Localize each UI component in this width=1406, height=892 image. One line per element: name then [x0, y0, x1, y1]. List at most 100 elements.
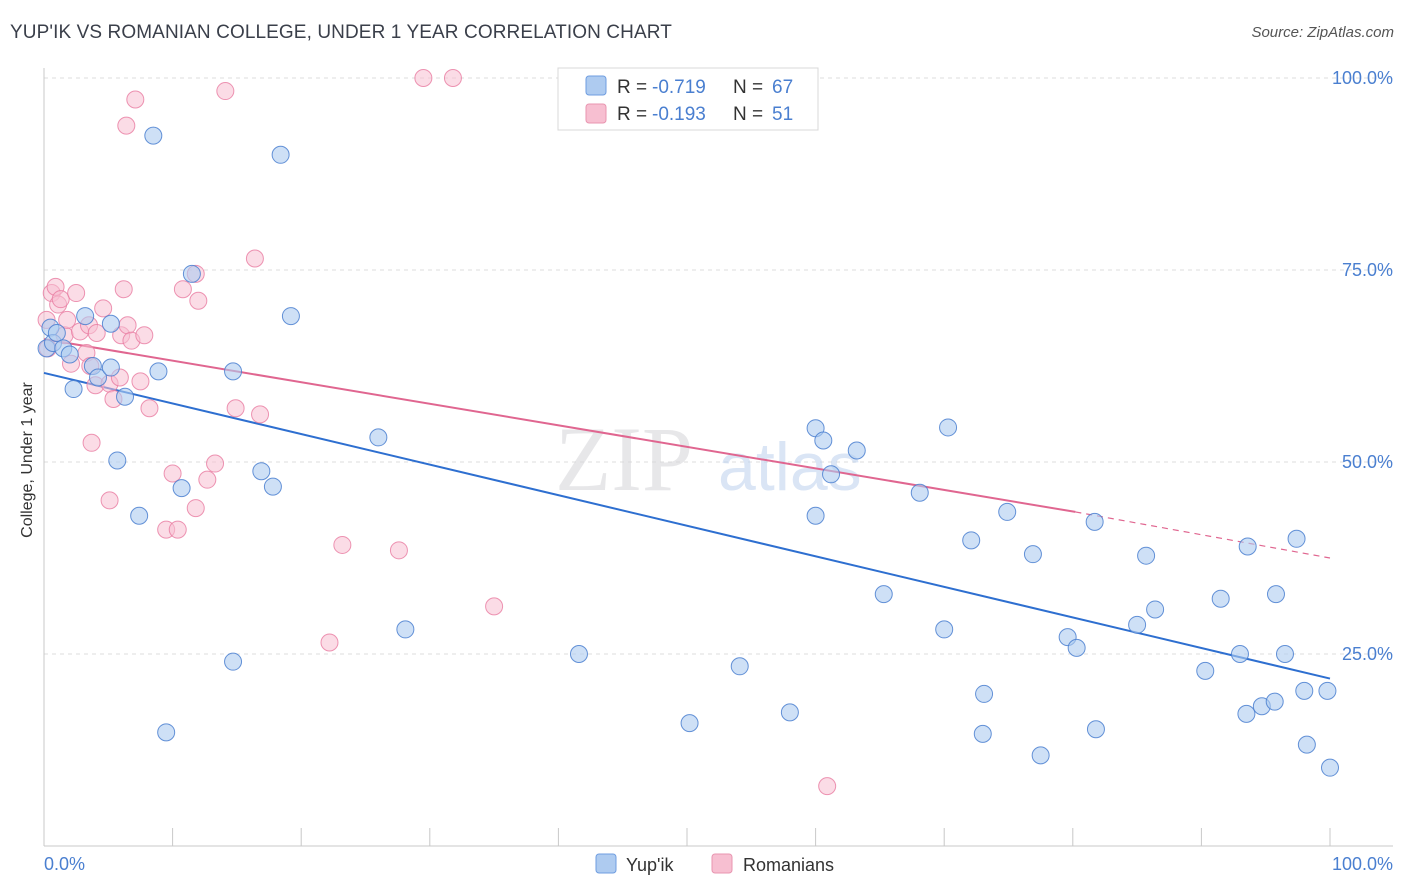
- point-romanians-23: [114, 280, 133, 299]
- y-tick-labels: 100.0% 75.0% 50.0% 25.0%: [1332, 68, 1393, 664]
- point-romanians-7: [58, 310, 77, 329]
- point-yupik-45: [1023, 545, 1042, 564]
- legend-r-value-romanians: -0.193: [652, 104, 706, 125]
- point-yupik-24: [271, 145, 290, 164]
- point-yupik-44: [998, 502, 1017, 521]
- y-tick-label-3: 25.0%: [1342, 644, 1393, 664]
- point-yupik-41: [962, 531, 981, 550]
- point-yupik-21: [224, 362, 243, 381]
- yupik-points: [37, 126, 1339, 777]
- chart-title: YUP'IK VS ROMANIAN COLLEGE, UNDER 1 YEAR…: [10, 22, 672, 43]
- series-legend-swatch-yupik: [595, 853, 617, 874]
- point-yupik-53: [1146, 600, 1165, 619]
- point-yupik-29: [680, 714, 699, 733]
- point-yupik-42: [973, 724, 992, 743]
- point-yupik-62: [1275, 645, 1294, 663]
- legend-n-label-romanians: N =: [733, 104, 763, 125]
- x-tick-label-max: 100.0%: [1332, 854, 1393, 874]
- point-yupik-35: [822, 465, 841, 484]
- point-romanians-44: [320, 633, 339, 652]
- series-legend: Yup'ik Romanians: [595, 853, 834, 875]
- point-yupik-14: [130, 506, 149, 525]
- grid-lines: [44, 77, 1393, 655]
- point-yupik-27: [396, 620, 415, 639]
- legend-swatch-yupik: [585, 75, 607, 96]
- point-yupik-11: [101, 358, 120, 377]
- point-yupik-3: [47, 323, 66, 342]
- trend-line-romanians: [43, 338, 1076, 513]
- point-yupik-9: [89, 368, 108, 387]
- point-romanians-17: [94, 299, 113, 318]
- point-yupik-58: [1237, 704, 1256, 723]
- point-romanians-41: [226, 399, 245, 418]
- point-yupik-12: [116, 387, 135, 406]
- point-yupik-51: [1128, 615, 1147, 634]
- correlation-legend: R = -0.719 N = 67 R = -0.193 N = 51: [557, 67, 819, 131]
- point-yupik-33: [806, 506, 825, 525]
- point-yupik-50: [1085, 512, 1104, 531]
- point-romanians-42: [245, 249, 264, 268]
- point-romanians-33: [168, 520, 187, 539]
- point-yupik-34: [814, 431, 833, 450]
- point-romanians-16: [87, 323, 106, 342]
- point-yupik-63: [1287, 529, 1306, 548]
- point-romanians-34: [173, 280, 192, 299]
- point-romanians-45: [333, 535, 352, 554]
- watermark-zip: ZIP: [555, 408, 693, 510]
- point-romanians-5: [51, 290, 70, 309]
- point-romanians-27: [126, 90, 145, 109]
- point-romanians-50: [818, 777, 837, 796]
- point-yupik-54: [1196, 661, 1215, 680]
- point-romanians-32: [163, 464, 182, 483]
- trend-line-yupik: [43, 371, 1331, 680]
- axes: [43, 68, 1393, 847]
- legend-r-label-yupik: R =: [617, 77, 647, 98]
- point-yupik-57: [1238, 537, 1257, 556]
- point-yupik-31: [780, 703, 799, 722]
- point-yupik-5: [60, 345, 79, 364]
- legend-r-label-romanians: R =: [617, 104, 647, 125]
- legend-n-label-yupik: N =: [733, 77, 763, 98]
- series-legend-label-romanians: Romanians: [743, 855, 834, 875]
- point-yupik-16: [149, 362, 168, 381]
- point-romanians-37: [189, 291, 208, 310]
- legend-n-value-yupik: 67: [772, 77, 793, 98]
- point-yupik-39: [935, 620, 954, 639]
- point-yupik-25: [281, 307, 300, 326]
- point-yupik-23: [263, 477, 282, 496]
- point-romanians-36: [186, 499, 205, 518]
- point-romanians-28: [131, 372, 150, 391]
- point-romanians-25: [118, 316, 137, 335]
- series-legend-label-yupik: Yup'ik: [626, 855, 674, 875]
- point-yupik-56: [1230, 645, 1249, 663]
- point-yupik-6: [64, 380, 83, 399]
- point-romanians-48: [443, 69, 462, 87]
- point-yupik-22: [252, 462, 271, 481]
- point-romanians-9: [67, 284, 86, 303]
- point-yupik-55: [1211, 589, 1230, 608]
- point-yupik-65: [1297, 735, 1316, 754]
- point-yupik-20: [224, 652, 243, 671]
- point-yupik-13: [108, 451, 127, 470]
- point-romanians-39: [206, 454, 225, 473]
- point-yupik-10: [101, 314, 120, 333]
- point-yupik-17: [157, 723, 176, 742]
- point-romanians-49: [485, 597, 504, 616]
- point-yupik-36: [847, 441, 866, 460]
- point-romanians-30: [140, 399, 159, 418]
- point-yupik-52: [1137, 546, 1156, 565]
- point-yupik-18: [172, 479, 191, 498]
- point-yupik-26: [369, 428, 388, 447]
- point-yupik-43: [975, 684, 994, 703]
- point-yupik-15: [144, 126, 163, 145]
- point-yupik-30: [730, 657, 749, 676]
- point-yupik-37: [874, 585, 893, 604]
- watermark-atlas: atlas: [718, 429, 862, 505]
- point-yupik-7: [76, 307, 95, 326]
- point-romanians-24: [117, 116, 136, 135]
- point-romanians-38: [198, 470, 217, 489]
- point-yupik-28: [569, 645, 588, 663]
- legend-swatch-romanians: [585, 103, 607, 124]
- y-tick-label-1: 75.0%: [1342, 260, 1393, 280]
